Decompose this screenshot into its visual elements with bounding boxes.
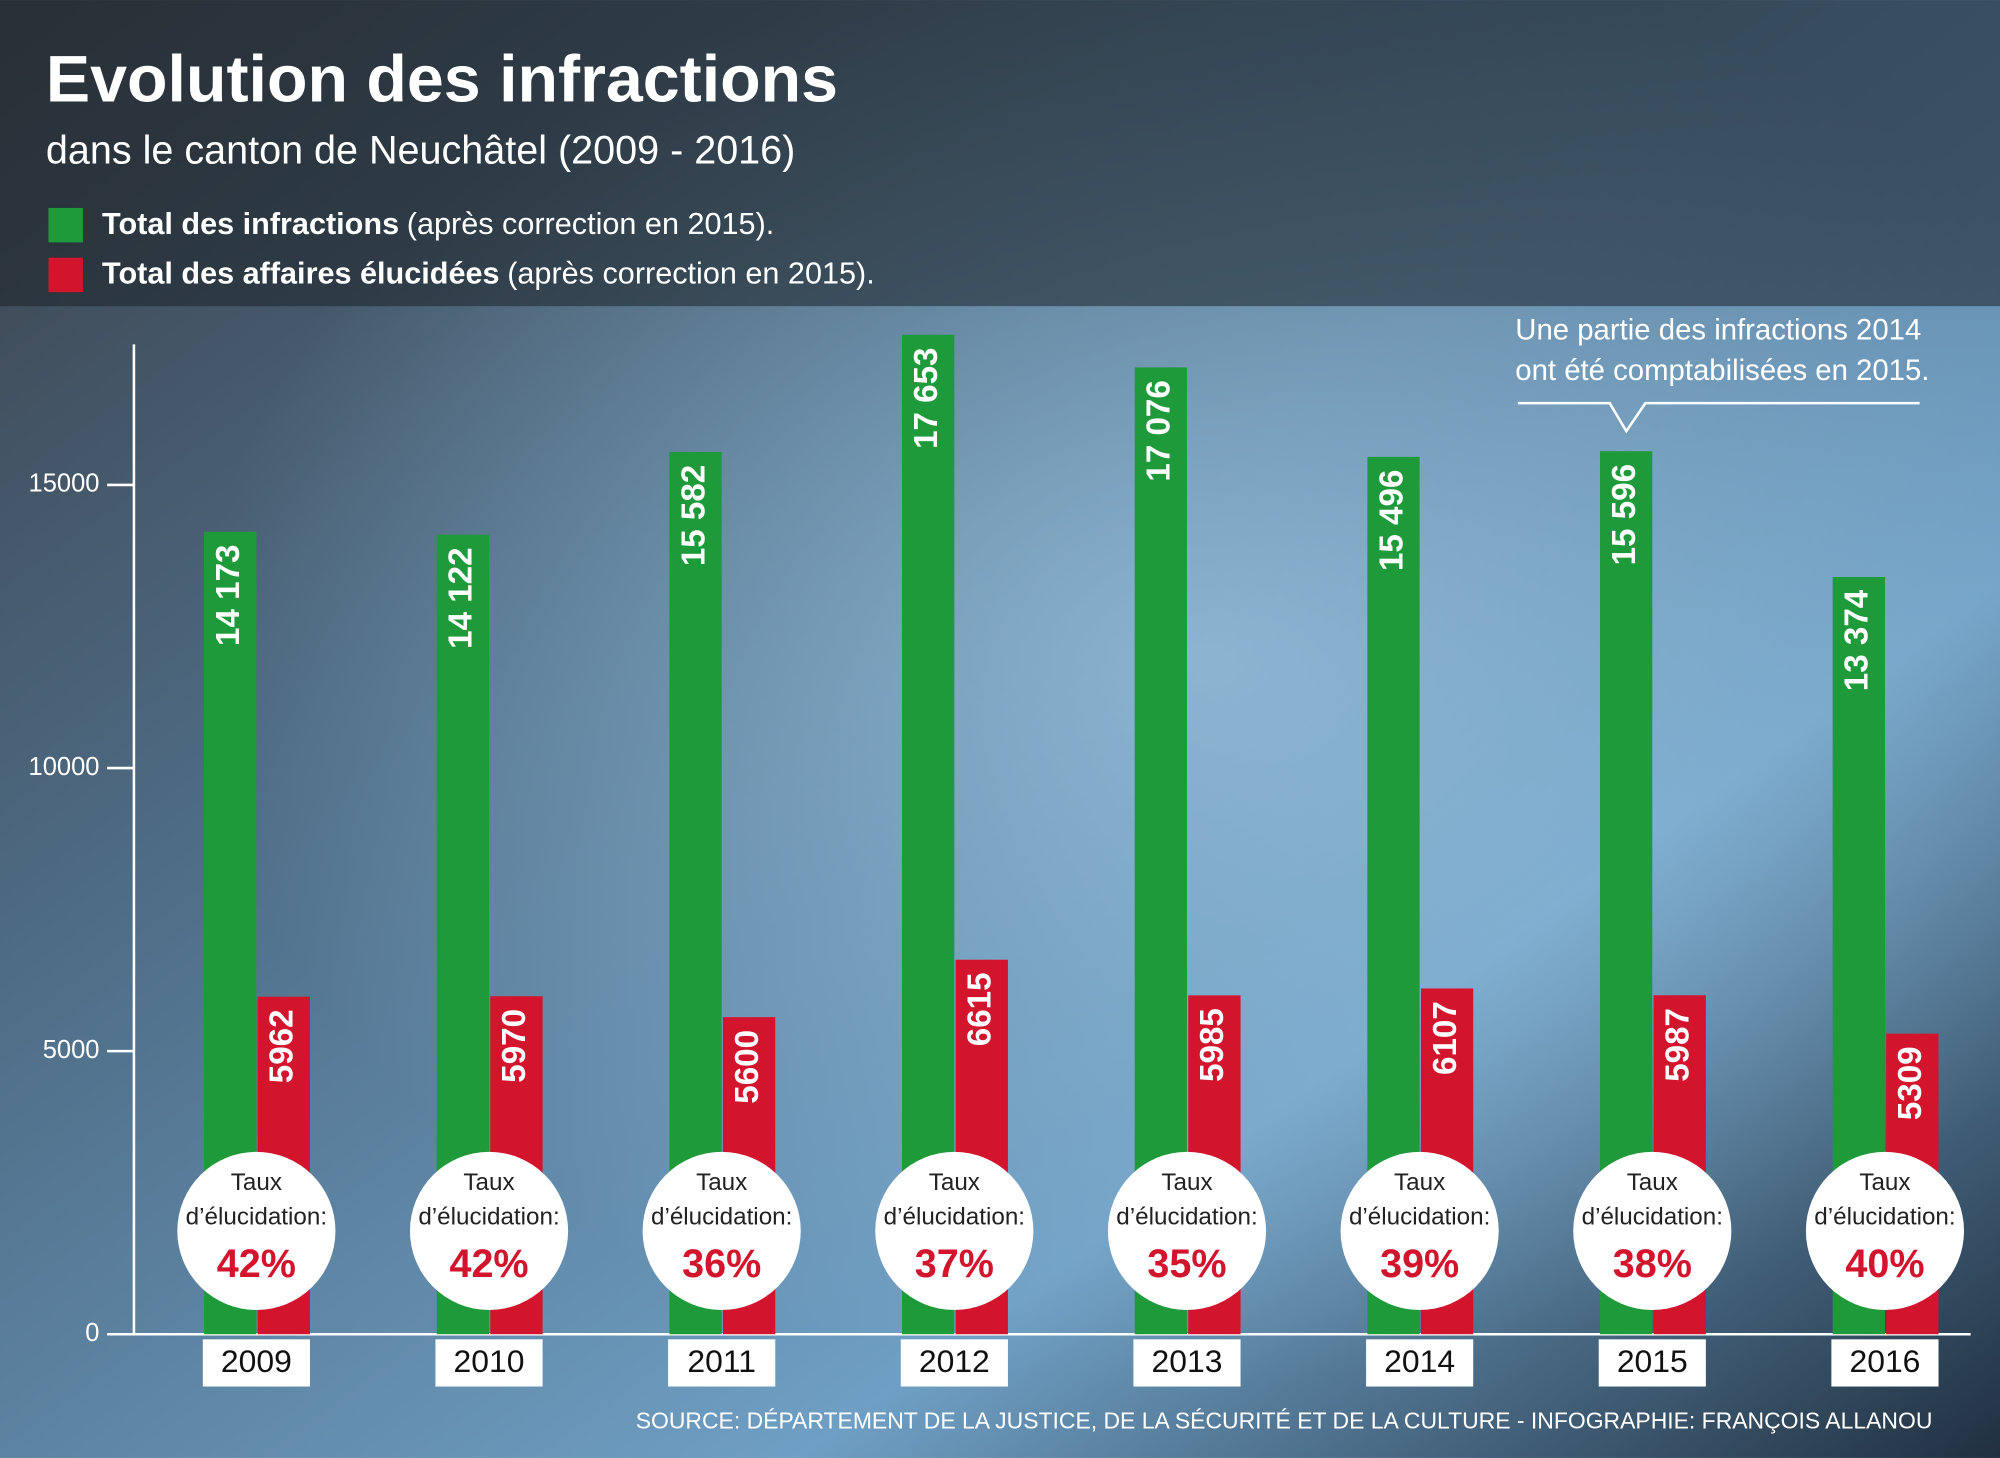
rate-badge (1340, 1151, 1499, 1310)
y-tick-label: 10000 (29, 753, 100, 781)
rate-caption: d’élucidation: (884, 1204, 1025, 1231)
value-label: 17 653 (908, 347, 945, 448)
value-label: 14 122 (443, 547, 480, 648)
x-tick-box (1598, 1339, 1706, 1387)
rate-value: 42% (217, 1242, 296, 1286)
x-tick-label: 2009 (221, 1343, 292, 1379)
source: SOURCE: DÉPARTEMENT DE LA JUSTICE, DE LA… (636, 1407, 1933, 1433)
x-tick-box (668, 1339, 776, 1387)
legend-series-name: Total des affaires élucidées (102, 257, 500, 291)
legend-swatch (48, 207, 83, 243)
rate-value: 36% (682, 1242, 761, 1286)
rate-badge (177, 1151, 336, 1310)
x-tick-box (435, 1339, 543, 1387)
rate-value: 42% (449, 1242, 528, 1286)
x-tick-box (1133, 1339, 1241, 1387)
legend-series-name: Total des infractions (102, 207, 399, 241)
x-tick-label: 2015 (1617, 1343, 1688, 1379)
rate-caption: d’élucidation: (1814, 1204, 1955, 1231)
rate-badge (409, 1151, 569, 1310)
value-label: 5309 (1892, 1046, 1929, 1120)
x-tick-box (202, 1339, 310, 1387)
x-tick-box (1366, 1339, 1474, 1387)
rate-caption: d’élucidation: (651, 1204, 792, 1231)
rate-badge (875, 1151, 1034, 1310)
header-shade (0, 0, 2000, 307)
y-tick-label: 0 (85, 1319, 99, 1347)
value-label: 5987 (1659, 1008, 1696, 1082)
rate-caption: Taux (1161, 1169, 1212, 1196)
rate-value: 40% (1845, 1242, 1924, 1286)
value-label: 14 173 (210, 545, 247, 646)
legend-label: Total des affaires élucidées (après corre… (102, 257, 875, 291)
rate-value: 39% (1380, 1242, 1459, 1286)
rate-badge (1107, 1151, 1267, 1310)
legend-swatch (48, 257, 83, 293)
annotation: Une partie des infractions 2014 (1515, 313, 1921, 346)
rate-badge (642, 1151, 801, 1310)
rate-caption: d’élucidation: (1116, 1204, 1257, 1231)
chart-title: Evolution des infractions (46, 43, 838, 117)
rate-badge (1573, 1151, 1732, 1310)
x-tick-box (900, 1339, 1008, 1387)
x-tick-label: 2010 (454, 1343, 525, 1379)
x-tick-box (1831, 1339, 1939, 1387)
value-label: 5600 (729, 1030, 766, 1104)
legend-note: (après correction en 2015). (507, 257, 875, 291)
x-tick-label: 2012 (919, 1343, 990, 1379)
rate-caption: Taux (929, 1169, 980, 1196)
rate-caption: d’élucidation: (1582, 1204, 1723, 1231)
rate-value: 38% (1613, 1242, 1692, 1286)
value-label: 5962 (264, 1009, 301, 1083)
annotation: ont été comptabilisées en 2015. (1515, 354, 1929, 387)
value-label: 15 596 (1606, 464, 1643, 565)
legend-label: Total des infractions (après correction e… (102, 207, 774, 241)
rate-caption: Taux (231, 1169, 282, 1196)
rate-badge (1805, 1151, 1965, 1310)
legend: Total des infractions (après correction e… (48, 207, 875, 293)
rate-caption: d’élucidation: (418, 1204, 559, 1231)
value-label: 5970 (496, 1009, 533, 1083)
annotation-pointer (1517, 401, 1920, 434)
rate-caption: Taux (1859, 1169, 1910, 1196)
value-label: 13 374 (1839, 589, 1876, 691)
rate-caption: Taux (696, 1169, 747, 1196)
x-tick-label: 2011 (687, 1343, 756, 1379)
rate-caption: Taux (1627, 1169, 1678, 1196)
x-tick-label: 2016 (1849, 1343, 1920, 1379)
y-tick-label: 5000 (43, 1036, 100, 1064)
rate-value: 37% (915, 1242, 994, 1286)
rate-caption: Taux (1394, 1169, 1445, 1196)
rate-caption: d’élucidation: (186, 1204, 327, 1231)
value-label: 15 496 (1373, 470, 1410, 571)
rate-caption: Taux (463, 1169, 514, 1196)
x-tick-label: 2014 (1384, 1343, 1455, 1379)
value-label: 5985 (1194, 1008, 1231, 1082)
value-label: 6615 (962, 972, 999, 1046)
chart-subtitle: dans le canton de Neuchâtel (2009 - 2016… (46, 129, 795, 173)
rate-caption: d’élucidation: (1349, 1204, 1490, 1231)
legend-note: (après correction en 2015). (407, 207, 775, 241)
x-tick-label: 2013 (1152, 1343, 1223, 1379)
value-label: 17 076 (1141, 380, 1178, 481)
value-label: 6107 (1427, 1001, 1464, 1075)
rate-value: 35% (1147, 1242, 1226, 1286)
value-label: 15 582 (675, 465, 712, 566)
y-tick-label: 15000 (29, 470, 100, 498)
